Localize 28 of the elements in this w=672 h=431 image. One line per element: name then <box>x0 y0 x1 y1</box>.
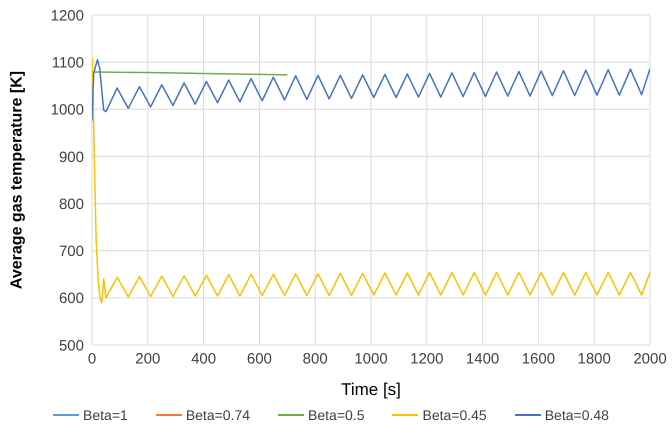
x-tick-label: 1200 <box>410 350 444 368</box>
legend-label: Beta=0.5 <box>308 407 364 423</box>
x-tick-label: 400 <box>191 350 216 368</box>
x-tick-label: 1800 <box>578 350 611 368</box>
y-tick-label: 1200 <box>50 7 84 24</box>
y-tick-label: 1000 <box>50 102 84 119</box>
line-series <box>92 56 650 304</box>
y-tick-label: 500 <box>58 337 84 354</box>
y-tick-label: 1100 <box>52 54 84 72</box>
x-tick-label: 0 <box>88 350 96 368</box>
y-tick-label: 900 <box>58 148 84 166</box>
x-tick-label: 200 <box>135 350 160 368</box>
y-tick-label: 800 <box>58 196 84 213</box>
y-axis-title: Average gas temperature [K] <box>8 70 26 290</box>
x-tick-label: 1600 <box>522 350 556 368</box>
legend-label: Beta=0.45 <box>422 407 487 423</box>
legend-label: Beta=0.48 <box>544 407 609 423</box>
x-tick-label: 1000 <box>354 350 388 368</box>
x-tick-label: 2000 <box>633 350 667 368</box>
x-tick-label: 600 <box>246 350 272 368</box>
legend-label: Beta=1 <box>83 407 128 423</box>
line-series <box>92 59 650 122</box>
x-axis-title: Time [s] <box>341 380 401 399</box>
y-tick-label: 700 <box>58 243 84 260</box>
legend-label: Beta=0.74 <box>186 407 250 423</box>
x-tick-label: 1400 <box>466 350 500 368</box>
y-tick-label: 600 <box>58 290 84 308</box>
x-tick-label: 800 <box>302 350 328 368</box>
